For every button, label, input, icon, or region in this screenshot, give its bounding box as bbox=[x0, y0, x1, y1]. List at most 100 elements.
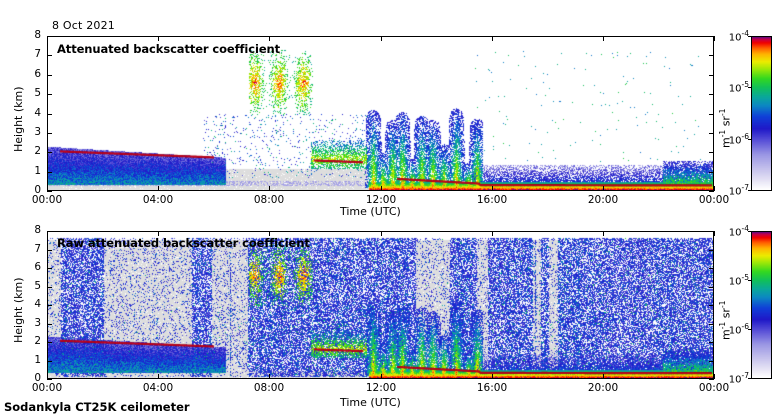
x-axis-tick-label: 00:00 bbox=[31, 382, 63, 394]
y-tick-mark bbox=[47, 231, 52, 232]
colorbar-tick-label: 10-7 bbox=[728, 371, 749, 386]
y-tick-mark bbox=[709, 324, 714, 325]
x-tick-mark bbox=[381, 186, 382, 191]
plot-area-raw-attenuated-backscatter[interactable] bbox=[47, 231, 714, 379]
x-axis-label-bottom: Time (UTC) bbox=[340, 396, 401, 409]
x-axis-tick-label: 08:00 bbox=[253, 382, 285, 394]
y-axis-label-top: Height (km) bbox=[12, 86, 25, 152]
x-tick-mark bbox=[269, 374, 270, 379]
y-tick-mark bbox=[47, 75, 52, 76]
y-tick-mark bbox=[709, 287, 714, 288]
x-tick-mark bbox=[714, 186, 715, 191]
y-tick-mark bbox=[709, 191, 714, 192]
panel-title-raw-attenuated-backscatter: Raw attenuated backscatter coefficient bbox=[57, 236, 310, 250]
y-axis-tick-label: 2 bbox=[34, 335, 41, 347]
x-tick-mark bbox=[158, 231, 159, 236]
x-tick-mark bbox=[47, 36, 48, 41]
x-axis-label-top: Time (UTC) bbox=[340, 205, 401, 218]
colorbar-tick-mark bbox=[748, 231, 751, 232]
y-axis-tick-label: 8 bbox=[34, 224, 41, 236]
x-tick-mark bbox=[603, 374, 604, 379]
y-axis-label-bottom: Height (km) bbox=[12, 277, 25, 343]
colorbar-tick-mark bbox=[748, 139, 751, 140]
colorbar-tick-label: 10-6 bbox=[728, 132, 749, 147]
x-axis-tick-label: 20:00 bbox=[587, 194, 619, 206]
y-tick-mark bbox=[709, 342, 714, 343]
x-tick-mark bbox=[603, 231, 604, 236]
x-axis-tick-label: 08:00 bbox=[253, 194, 285, 206]
y-axis-tick-label: 7 bbox=[34, 243, 41, 255]
y-axis-tick-label: 0 bbox=[34, 184, 41, 196]
y-axis-tick-label: 1 bbox=[34, 165, 41, 177]
y-tick-mark bbox=[47, 133, 52, 134]
instrument-footer: Sodankyla CT25K ceilometer bbox=[4, 400, 190, 414]
x-tick-mark bbox=[714, 36, 715, 41]
y-tick-mark bbox=[709, 133, 714, 134]
y-tick-mark bbox=[47, 342, 52, 343]
y-axis-tick-label: 0 bbox=[34, 372, 41, 384]
y-axis-tick-label: 6 bbox=[34, 68, 41, 80]
x-tick-mark bbox=[492, 374, 493, 379]
x-axis-tick-label: 16:00 bbox=[476, 382, 508, 394]
x-tick-mark bbox=[47, 186, 48, 191]
colorbar-tick-label: 10-4 bbox=[728, 29, 749, 44]
y-tick-mark bbox=[47, 55, 52, 56]
y-tick-mark bbox=[709, 250, 714, 251]
colorbar-tick-label: 10-5 bbox=[728, 80, 749, 95]
x-tick-mark bbox=[269, 36, 270, 41]
x-axis-tick-label: 12:00 bbox=[365, 382, 397, 394]
y-tick-mark bbox=[47, 191, 52, 192]
y-tick-mark bbox=[47, 287, 52, 288]
colorbar-bottom[interactable] bbox=[751, 231, 772, 379]
y-tick-mark bbox=[47, 152, 52, 153]
y-tick-mark bbox=[709, 94, 714, 95]
x-tick-mark bbox=[714, 231, 715, 236]
colorbar-top[interactable] bbox=[751, 36, 772, 191]
x-tick-mark bbox=[381, 36, 382, 41]
y-axis-tick-label: 3 bbox=[34, 317, 41, 329]
y-tick-mark bbox=[47, 379, 52, 380]
colorbar-tick-mark bbox=[748, 87, 751, 88]
y-axis-tick-label: 6 bbox=[34, 261, 41, 273]
x-axis-tick-label: 12:00 bbox=[365, 194, 397, 206]
y-tick-mark bbox=[47, 305, 52, 306]
x-axis-tick-label: 16:00 bbox=[476, 194, 508, 206]
y-axis-tick-label: 8 bbox=[34, 29, 41, 41]
x-tick-mark bbox=[158, 36, 159, 41]
date-header: 8 Oct 2021 bbox=[52, 19, 116, 32]
y-tick-mark bbox=[709, 114, 714, 115]
y-tick-mark bbox=[709, 75, 714, 76]
x-tick-mark bbox=[603, 36, 604, 41]
y-tick-mark bbox=[709, 172, 714, 173]
y-axis-tick-label: 5 bbox=[34, 87, 41, 99]
y-axis-tick-label: 5 bbox=[34, 280, 41, 292]
colorbar-tick-label: 10-7 bbox=[728, 183, 749, 198]
y-axis-tick-label: 7 bbox=[34, 48, 41, 60]
x-tick-mark bbox=[158, 186, 159, 191]
x-tick-mark bbox=[47, 231, 48, 236]
y-tick-mark bbox=[709, 361, 714, 362]
x-tick-mark bbox=[269, 186, 270, 191]
x-tick-mark bbox=[381, 374, 382, 379]
x-axis-tick-label: 04:00 bbox=[142, 194, 174, 206]
colorbar-tick-label: 10-6 bbox=[728, 322, 749, 337]
plot-area-attenuated-backscatter[interactable] bbox=[47, 36, 714, 191]
y-axis-tick-label: 2 bbox=[34, 145, 41, 157]
x-tick-mark bbox=[714, 374, 715, 379]
y-tick-mark bbox=[47, 324, 52, 325]
x-axis-tick-label: 04:00 bbox=[142, 382, 174, 394]
y-axis-tick-label: 4 bbox=[34, 107, 41, 119]
colorbar-tick-mark bbox=[748, 280, 751, 281]
y-tick-mark bbox=[709, 305, 714, 306]
x-tick-mark bbox=[492, 36, 493, 41]
y-tick-mark bbox=[47, 114, 52, 115]
x-tick-mark bbox=[492, 186, 493, 191]
panel-title-attenuated-backscatter: Attenuated backscatter coefficient bbox=[57, 42, 281, 56]
x-tick-mark bbox=[603, 186, 604, 191]
colorbar-tick-mark bbox=[748, 378, 751, 379]
y-tick-mark bbox=[47, 94, 52, 95]
colorbar-tick-mark bbox=[748, 190, 751, 191]
y-axis-tick-label: 1 bbox=[34, 354, 41, 366]
x-axis-tick-label: 00:00 bbox=[31, 194, 63, 206]
y-tick-mark bbox=[47, 268, 52, 269]
